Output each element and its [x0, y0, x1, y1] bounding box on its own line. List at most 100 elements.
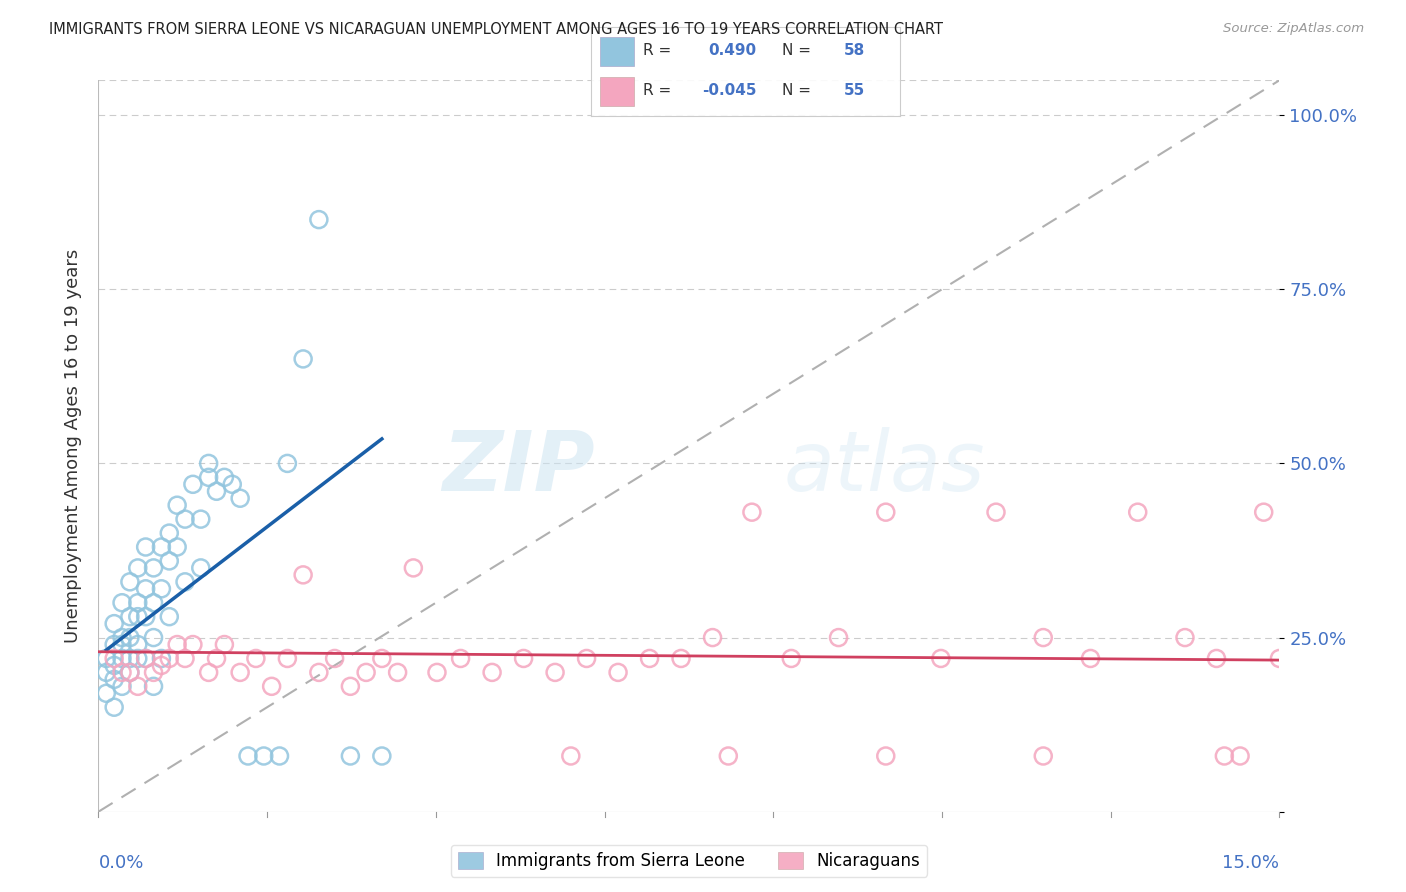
Point	[127, 651, 149, 665]
Point	[512, 651, 534, 665]
Point	[135, 651, 157, 665]
Point	[150, 658, 173, 673]
Point	[426, 665, 449, 680]
Point	[481, 665, 503, 680]
Point	[127, 638, 149, 652]
Point	[984, 505, 1007, 519]
Point	[269, 749, 291, 764]
Point	[111, 665, 134, 680]
Point	[292, 351, 315, 366]
Point	[142, 679, 165, 693]
Point	[135, 582, 157, 596]
Point	[205, 651, 228, 665]
Point	[190, 512, 212, 526]
Point	[929, 651, 952, 665]
Point	[157, 651, 180, 665]
Point	[150, 540, 173, 554]
Point	[135, 540, 157, 554]
Point	[354, 665, 377, 680]
Point	[103, 638, 125, 652]
Text: R =: R =	[643, 44, 671, 58]
Point	[166, 638, 188, 652]
Point	[174, 574, 197, 589]
Point	[669, 651, 692, 665]
Point	[214, 470, 236, 484]
Point	[875, 505, 897, 519]
Point	[96, 665, 118, 680]
Point	[111, 638, 134, 652]
Point	[118, 665, 141, 680]
Point	[717, 749, 740, 764]
Text: 0.0%: 0.0%	[98, 854, 143, 871]
Point	[276, 651, 298, 665]
Point	[575, 651, 598, 665]
Point	[181, 477, 204, 491]
Point	[150, 651, 173, 665]
Point	[607, 665, 630, 680]
Point	[741, 505, 763, 519]
Point	[174, 512, 197, 526]
Point	[142, 596, 165, 610]
Point	[560, 749, 582, 764]
Point	[197, 665, 219, 680]
Point	[135, 609, 157, 624]
Point	[111, 651, 134, 665]
Point	[127, 596, 149, 610]
Bar	[600, 77, 634, 106]
Point	[780, 651, 803, 665]
Point	[127, 609, 149, 624]
Point	[103, 651, 125, 665]
Text: ZIP: ZIP	[441, 427, 595, 508]
Point	[1032, 631, 1054, 645]
Point	[276, 457, 298, 471]
Point	[103, 673, 125, 687]
Legend: Immigrants from Sierra Leone, Nicaraguans: Immigrants from Sierra Leone, Nicaraguan…	[451, 845, 927, 877]
Point	[127, 561, 149, 575]
Text: N =: N =	[782, 84, 811, 98]
Point	[1253, 505, 1275, 519]
Point	[103, 658, 125, 673]
Point	[142, 561, 165, 575]
Text: -0.045: -0.045	[702, 84, 756, 98]
Point	[197, 470, 219, 484]
Point	[339, 749, 361, 764]
Point	[1213, 749, 1236, 764]
Point	[1080, 651, 1102, 665]
Text: atlas: atlas	[783, 427, 986, 508]
Point	[118, 665, 141, 680]
Text: 0.490: 0.490	[709, 44, 756, 58]
Point	[197, 457, 219, 471]
Point	[205, 484, 228, 499]
Point	[875, 749, 897, 764]
Point	[214, 638, 236, 652]
Point	[450, 651, 472, 665]
Point	[292, 567, 315, 582]
Text: 55: 55	[844, 84, 866, 98]
Point	[402, 561, 425, 575]
Point	[166, 540, 188, 554]
Point	[118, 631, 141, 645]
Point	[1126, 505, 1149, 519]
Point	[702, 631, 724, 645]
Point	[1174, 631, 1197, 645]
Point	[111, 631, 134, 645]
Point	[371, 749, 394, 764]
Point	[323, 651, 346, 665]
Point	[118, 609, 141, 624]
Text: 15.0%: 15.0%	[1222, 854, 1279, 871]
Point	[103, 700, 125, 714]
Point	[135, 651, 157, 665]
Bar	[600, 37, 634, 66]
Point	[1268, 651, 1291, 665]
Point	[157, 526, 180, 541]
Point	[245, 651, 267, 665]
Point	[103, 616, 125, 631]
Text: Source: ZipAtlas.com: Source: ZipAtlas.com	[1223, 22, 1364, 36]
Text: R =: R =	[643, 84, 671, 98]
Point	[260, 679, 283, 693]
Point	[371, 651, 394, 665]
Point	[181, 638, 204, 652]
Point	[229, 491, 252, 506]
Point	[157, 554, 180, 568]
Point	[174, 651, 197, 665]
